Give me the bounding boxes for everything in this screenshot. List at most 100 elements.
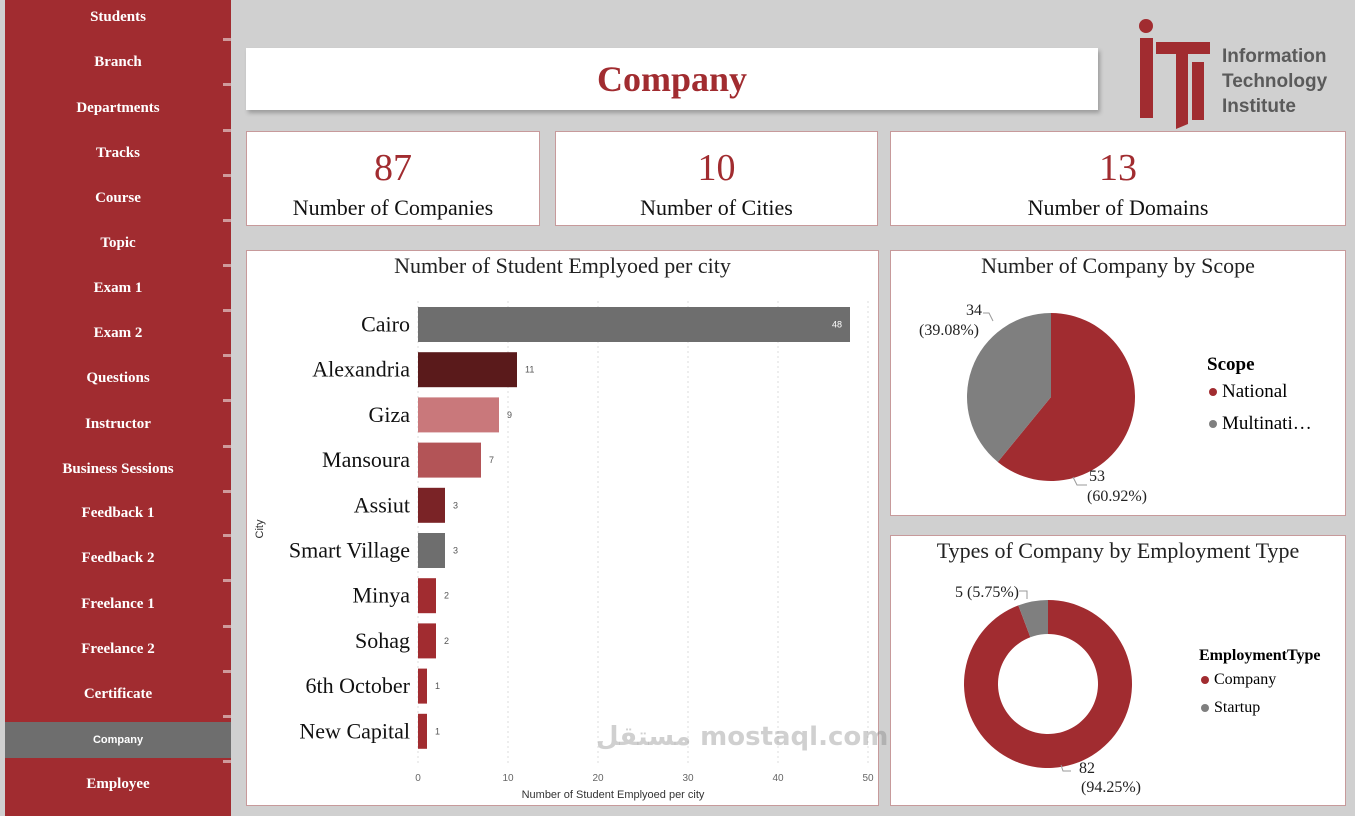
donut-legend-item-company[interactable]: Company — [1201, 671, 1276, 689]
kpi-card-cities: 10 Number of Cities — [555, 131, 878, 226]
data-label: 11 — [525, 365, 534, 375]
y-tick-label: Sohag — [355, 628, 410, 653]
donut-slice[interactable] — [1018, 600, 1048, 638]
donut-chart-title: Types of Company by Employment Type — [936, 538, 1300, 563]
y-tick-label: Cairo — [361, 312, 410, 337]
donut-chart: 5 (5.75%) 82 (94.25%) — [955, 584, 1141, 796]
sidebar-item-instructor[interactable]: Instructor — [85, 416, 151, 432]
y-tick-label: Giza — [368, 402, 410, 427]
pie-slice[interactable] — [967, 313, 1051, 462]
sidebar-item-departments[interactable]: Departments — [76, 100, 160, 116]
sidebar-item-company[interactable]: Company — [5, 722, 231, 758]
pie-percent-label: (60.92%) — [1087, 488, 1147, 505]
x-tick-label: 50 — [862, 773, 874, 784]
sidebar-item-branch[interactable]: Branch — [94, 54, 142, 70]
sidebar-item-tracks[interactable]: Tracks — [96, 145, 140, 161]
y-tick-label: Mansoura — [322, 447, 410, 472]
kpi-value: 10 — [697, 147, 736, 189]
sidebar-item-freelance-1[interactable]: Freelance 1 — [81, 596, 155, 612]
data-label: 2 — [444, 636, 449, 646]
kpi-card-companies: 87 Number of Companies — [246, 131, 540, 226]
kpi-value: 13 — [1099, 147, 1137, 189]
sidebar-item-freelance-2[interactable]: Freelance 2 — [81, 641, 155, 657]
sidebar-item-exam-1[interactable]: Exam 1 — [93, 280, 143, 296]
data-label: 3 — [453, 500, 458, 510]
bar-chart-card: Number of Student Emplyoed per city 0 10 2… — [246, 250, 879, 806]
x-tick-label: 40 — [772, 773, 784, 784]
kpi-label: Number of Companies — [292, 195, 494, 220]
sidebar-item-students[interactable]: Students — [90, 9, 146, 25]
bar[interactable] — [418, 487, 445, 523]
pie-legend-item-multinational[interactable]: Multinati… — [1209, 413, 1312, 435]
sidebar-divider — [223, 399, 231, 402]
bar[interactable] — [418, 668, 427, 704]
sidebar-divider — [223, 264, 231, 267]
sidebar-divider — [223, 354, 231, 357]
sidebar-divider — [223, 490, 231, 493]
donut-slice[interactable] — [964, 600, 1132, 768]
sidebar-item-topic[interactable]: Topic — [100, 235, 136, 251]
sidebar-divider — [223, 309, 231, 312]
donut-legend-item-startup[interactable]: Startup — [1201, 699, 1260, 717]
sidebar-item-exam-2[interactable]: Exam 2 — [93, 325, 143, 341]
sidebar-divider — [223, 625, 231, 628]
bar[interactable] — [418, 352, 517, 388]
data-label: 3 — [453, 546, 458, 556]
y-tick-label: Alexandria — [312, 357, 410, 382]
x-tick-label: 0 — [415, 773, 421, 784]
legend-label: Company — [1214, 671, 1277, 688]
sidebar-item-feedback-1[interactable]: Feedback 1 — [81, 505, 155, 521]
pie-data-label: 34 — [966, 302, 982, 319]
sidebar-divider — [223, 534, 231, 537]
leader-line — [1019, 590, 1028, 599]
pie-chart-title: Number of Company by Scope — [981, 253, 1255, 278]
iti-logo: Information Technology Institute — [1132, 14, 1342, 132]
kpi-value: 87 — [374, 147, 412, 189]
y-tick-label: Smart Village — [289, 538, 410, 563]
data-label: 7 — [489, 455, 494, 465]
pie-chart-card: Number of Company by Scope 53 (60.92%) 34 (… — [890, 250, 1346, 516]
bar[interactable] — [418, 442, 481, 478]
bar[interactable] — [418, 623, 436, 659]
legend-dot — [1209, 388, 1217, 396]
logo-line-3: Institute — [1222, 96, 1296, 117]
pie-slice[interactable] — [997, 313, 1135, 481]
bar[interactable] — [418, 713, 427, 749]
sidebar-divider — [223, 715, 231, 718]
pie-data-label: 53 — [1089, 468, 1105, 485]
kpi-label: Number of Domains — [1027, 195, 1209, 220]
bar[interactable] — [418, 533, 445, 568]
leader-line — [1060, 764, 1071, 772]
page-title-card: Company — [246, 48, 1098, 110]
pie-legend-item-national[interactable]: National — [1209, 381, 1287, 403]
iti-logo-mark — [1139, 19, 1210, 129]
pie-legend-title: Scope — [1207, 354, 1255, 375]
bar[interactable] — [418, 307, 850, 342]
pie-percent-label: (39.08%) — [919, 322, 979, 339]
kpi-card-domains: 13 Number of Domains — [890, 131, 1346, 226]
sidebar-item-business-sessions[interactable]: Business Sessions — [62, 461, 174, 477]
leader-line — [983, 312, 994, 322]
donut-legend-title: EmploymentType — [1199, 647, 1321, 664]
x-tick-label: 30 — [682, 773, 694, 784]
legend-dot — [1209, 420, 1217, 428]
donut-data-label: 82 — [1079, 760, 1095, 777]
sidebar-item-certificate[interactable]: Certificate — [83, 686, 153, 702]
legend-label: Startup — [1214, 699, 1261, 716]
logo-line-1: Information — [1222, 46, 1327, 67]
sidebar-item-course[interactable]: Course — [95, 190, 141, 206]
leader-line — [1072, 476, 1087, 486]
pie-chart: 53 (60.92%) 34 (39.08%) — [919, 302, 1147, 505]
watermark: مستقل mostaql.com — [596, 722, 889, 752]
bar[interactable] — [418, 578, 436, 614]
sidebar-item-employee[interactable]: Employee — [86, 776, 150, 792]
data-label: 1 — [435, 726, 440, 736]
x-tick-label: 10 — [502, 773, 514, 784]
sidebar-item-questions[interactable]: Questions — [86, 370, 150, 386]
x-axis-title: Number of Student Emplyoed per city — [522, 789, 705, 801]
sidebar-divider — [223, 129, 231, 132]
donut-percent-label: (94.25%) — [1081, 779, 1141, 796]
sidebar-item-feedback-2[interactable]: Feedback 2 — [81, 550, 155, 566]
bar[interactable] — [418, 397, 499, 433]
legend-label: National — [1222, 381, 1288, 402]
